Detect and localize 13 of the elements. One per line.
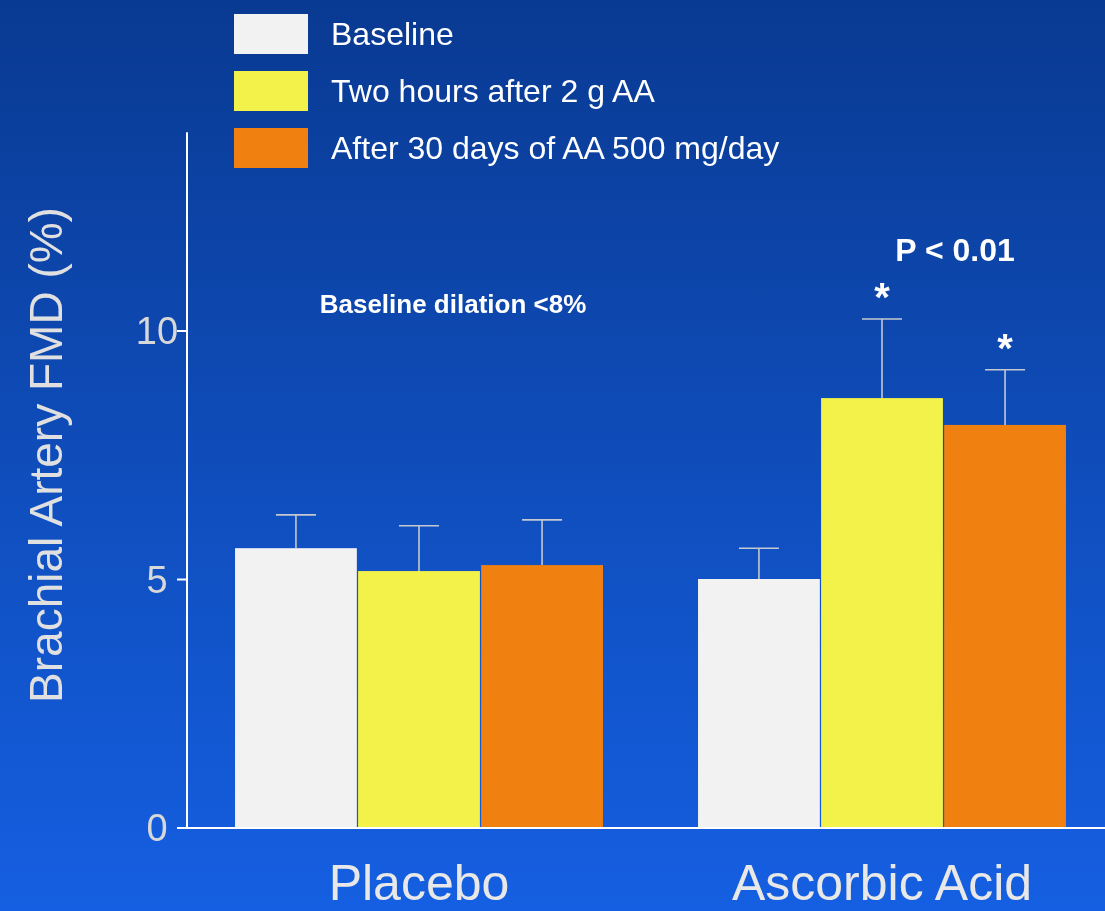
x-tick-label: Placebo	[328, 855, 510, 911]
legend-label: After 30 days of AA 500 mg/day	[331, 130, 780, 167]
y-tick-label: 10	[135, 310, 179, 353]
y-tick-label: 5	[146, 558, 168, 601]
legend-label: Two hours after 2 g AA	[331, 73, 656, 110]
annotation: *	[997, 325, 1014, 370]
annotation: *	[874, 275, 891, 320]
x-tick-label: Ascorbic Acid	[731, 855, 1033, 911]
y-axis-title: Brachial Artery FMD (%)	[20, 207, 72, 703]
y-tick-label: 0	[146, 807, 168, 850]
annotation: Baseline dilation <8%	[319, 289, 587, 320]
annotation: P < 0.01	[895, 232, 1015, 269]
legend-label: Baseline	[331, 16, 454, 53]
